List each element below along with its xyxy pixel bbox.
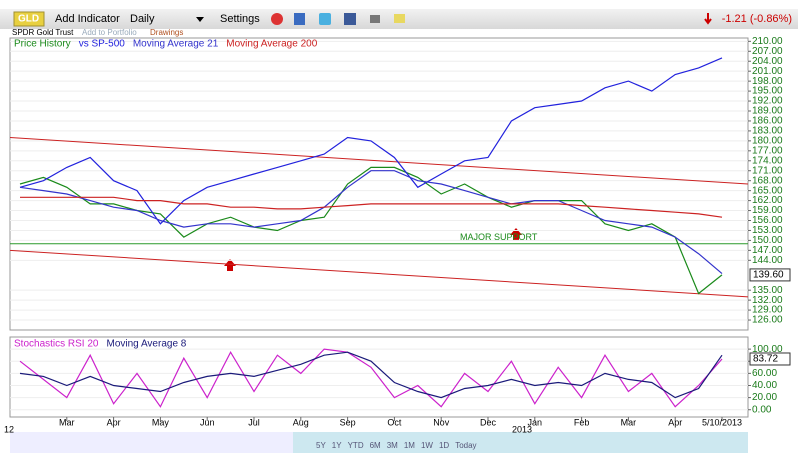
up-arrow bbox=[510, 228, 522, 240]
x-tick-label: Oct bbox=[387, 417, 402, 427]
year-label: 12 bbox=[4, 424, 14, 434]
trend-line bbox=[9, 249, 749, 298]
range-button[interactable]: 6M bbox=[370, 441, 381, 450]
y-tick-label: 204.00 bbox=[752, 56, 783, 67]
x-tick-label: Nov bbox=[433, 417, 450, 427]
y-tick-label: 40.00 bbox=[752, 380, 777, 391]
series-line bbox=[19, 351, 723, 399]
x-tick-label: Apr bbox=[668, 417, 682, 427]
y-tick-label: 186.00 bbox=[752, 116, 783, 127]
range-button[interactable]: Today bbox=[455, 441, 476, 450]
y-tick-label: 177.00 bbox=[752, 145, 783, 156]
value-label: 139.60 bbox=[753, 270, 784, 281]
dropdown-arrow[interactable] bbox=[196, 17, 204, 22]
y-tick-label: 198.00 bbox=[752, 76, 783, 87]
change: -1.21 (-0.86%) bbox=[722, 13, 792, 25]
y-tick-label: 174.00 bbox=[752, 155, 783, 166]
up-arrow bbox=[224, 259, 236, 271]
value-label: 83.72 bbox=[753, 354, 778, 365]
y-tick-label: 195.00 bbox=[752, 86, 783, 97]
year-label: 2013 bbox=[512, 424, 532, 434]
drawings[interactable]: Drawings bbox=[150, 28, 183, 37]
y-tick-label: 180.00 bbox=[752, 136, 783, 147]
series-line bbox=[19, 57, 723, 225]
annotation: MAJOR SUPPORT bbox=[460, 232, 538, 242]
series-line bbox=[19, 348, 723, 408]
legend-entry[interactable]: Moving Average 8 bbox=[106, 339, 186, 350]
series-line bbox=[19, 170, 723, 275]
icon[interactable] bbox=[319, 13, 331, 25]
x-tick-label: Jul bbox=[248, 417, 260, 427]
x-tick-label: Apr bbox=[107, 417, 121, 427]
value-label-box bbox=[749, 268, 791, 282]
indicator-pane bbox=[9, 336, 749, 418]
x-tick-label: May bbox=[152, 417, 170, 427]
range-button[interactable]: 1W bbox=[421, 441, 433, 450]
legend-entry[interactable]: Moving Average 21 bbox=[133, 39, 219, 50]
range-button[interactable]: 1D bbox=[439, 441, 449, 450]
x-tick-label: Mar bbox=[59, 417, 75, 427]
navigator-window[interactable] bbox=[293, 432, 748, 453]
icon[interactable] bbox=[271, 13, 283, 25]
y-tick-label: 126.00 bbox=[752, 315, 783, 326]
y-tick-label: 150.00 bbox=[752, 235, 783, 246]
add-portfolio[interactable]: Add to Portfolio bbox=[82, 28, 137, 37]
x-tick-label: Sep bbox=[340, 417, 356, 427]
y-tick-label: 132.00 bbox=[752, 295, 783, 306]
legend-entry[interactable]: Price History bbox=[14, 39, 71, 50]
x-tick-label: 5/10/2013 bbox=[702, 417, 742, 427]
period[interactable]: Daily bbox=[130, 13, 155, 25]
settings[interactable]: Settings bbox=[220, 13, 260, 25]
y-tick-label: 20.00 bbox=[752, 392, 777, 403]
x-tick-label: Mar bbox=[621, 417, 637, 427]
y-tick-label: 165.00 bbox=[752, 185, 783, 196]
icon[interactable] bbox=[344, 13, 356, 25]
y-tick-label: 135.00 bbox=[752, 285, 783, 296]
down-arrow bbox=[704, 13, 712, 25]
y-tick-label: 60.00 bbox=[752, 368, 777, 379]
y-tick-label: 153.00 bbox=[752, 225, 783, 236]
symbol-box[interactable] bbox=[13, 11, 45, 27]
symbol[interactable]: GLD bbox=[18, 14, 39, 25]
y-tick-label: 192.00 bbox=[752, 96, 783, 107]
legend-entry[interactable]: Moving Average 200 bbox=[226, 39, 317, 50]
y-tick-label: 210.00 bbox=[752, 36, 783, 47]
range-button[interactable]: YTD bbox=[348, 441, 364, 450]
y-tick-label: 129.00 bbox=[752, 305, 783, 316]
y-tick-label: 0.00 bbox=[752, 404, 772, 415]
y-tick-label: 207.00 bbox=[752, 46, 783, 57]
y-tick-label: 162.00 bbox=[752, 195, 783, 206]
y-tick-label: 144.00 bbox=[752, 255, 783, 266]
range-button[interactable]: 3M bbox=[387, 441, 398, 450]
range-button[interactable]: 5Y bbox=[316, 441, 326, 450]
icon[interactable] bbox=[394, 14, 405, 23]
legend-entry[interactable]: vs SP-500 bbox=[79, 39, 126, 50]
value-label-box bbox=[749, 352, 791, 366]
range-button[interactable]: 1M bbox=[404, 441, 415, 450]
legend-entry[interactable]: Stochastics RSI 20 bbox=[14, 339, 99, 350]
y-tick-label: 100.00 bbox=[752, 344, 783, 355]
y-tick-label: 159.00 bbox=[752, 205, 783, 216]
y-tick-label: 201.00 bbox=[752, 66, 783, 77]
range-button[interactable]: 1Y bbox=[332, 441, 342, 450]
x-tick-label: Aug bbox=[293, 417, 309, 427]
x-tick-label: Dec bbox=[480, 417, 497, 427]
icon[interactable] bbox=[294, 13, 305, 25]
y-tick-label: 168.00 bbox=[752, 175, 783, 186]
x-tick-label: Jun bbox=[200, 417, 215, 427]
icon[interactable] bbox=[370, 15, 380, 23]
x-tick-label: Jan bbox=[528, 417, 543, 427]
y-tick-label: 171.00 bbox=[752, 165, 783, 176]
x-tick-label: Feb bbox=[574, 417, 590, 427]
y-tick-label: 183.00 bbox=[752, 126, 783, 137]
y-tick-label: 147.00 bbox=[752, 245, 783, 256]
trend-line bbox=[9, 137, 749, 185]
y-tick-label: 156.00 bbox=[752, 215, 783, 226]
series-line bbox=[20, 196, 723, 218]
y-tick-label: 189.00 bbox=[752, 106, 783, 117]
security-name: SPDR Gold Trust bbox=[12, 28, 74, 37]
add-indicator[interactable]: Add Indicator bbox=[55, 13, 120, 25]
